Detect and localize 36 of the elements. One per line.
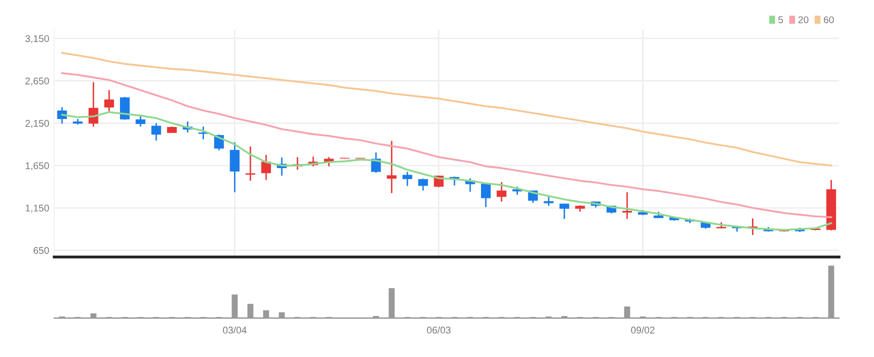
candlestick (230, 142, 240, 193)
line-series (61, 52, 832, 166)
bar (388, 288, 395, 318)
bar (561, 316, 568, 318)
x-tick-label: 06/03 (426, 326, 451, 334)
candlestick (198, 126, 208, 140)
bar (263, 310, 270, 318)
line-series (61, 72, 832, 218)
bar (624, 306, 630, 318)
bar (372, 316, 379, 318)
y-tick-label: 650 (34, 246, 49, 254)
candlestick (151, 122, 162, 142)
bar (90, 313, 96, 318)
y-tick-label: 2,150 (25, 120, 49, 128)
candlestick (559, 202, 570, 220)
legend-label: 5 (778, 16, 783, 24)
x-tick-label: 03/04 (222, 326, 247, 334)
bar (232, 294, 238, 318)
candlestick (480, 182, 491, 208)
legend-label: 20 (798, 16, 808, 24)
candlestick (496, 181, 506, 202)
bar (278, 312, 285, 318)
candlestick (261, 154, 271, 181)
candlestick (418, 178, 428, 192)
candlestick (544, 196, 554, 206)
candlestick (402, 171, 412, 187)
y-tick-label: 2,650 (25, 78, 49, 86)
candlestick (104, 89, 114, 112)
y-tick-label: 3,150 (25, 35, 49, 44)
x-tick-label: 09/02 (631, 326, 655, 334)
candlestick (57, 106, 67, 124)
bar (247, 304, 254, 318)
bar (828, 266, 834, 318)
y-tick-label: 1,150 (26, 204, 49, 213)
y-tick-label: 1,650 (26, 162, 49, 170)
legend-label: 60 (824, 16, 834, 24)
